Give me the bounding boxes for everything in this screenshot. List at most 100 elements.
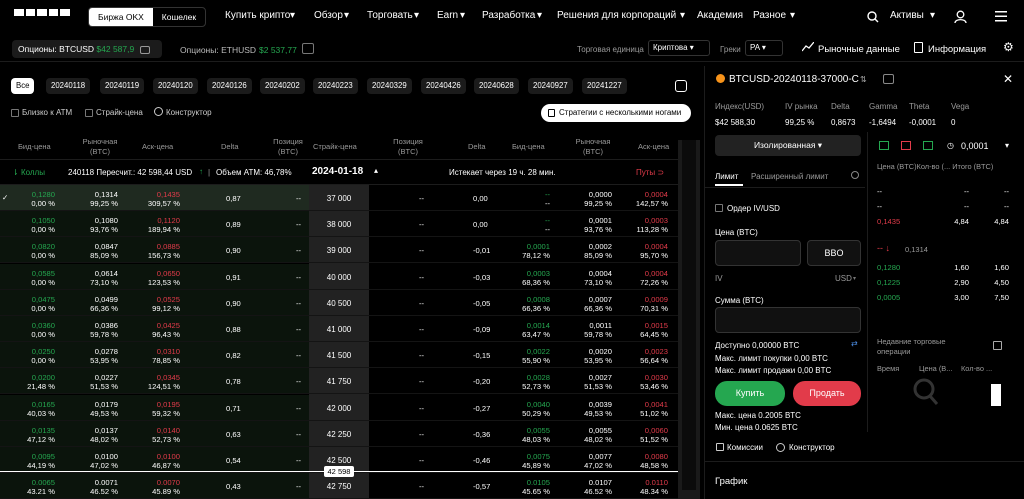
cell-pbp[interactable]: 66,36 % (522, 303, 550, 313)
unit-select[interactable]: Криптова ▾ (648, 40, 710, 56)
chart-tab[interactable]: График (715, 476, 748, 487)
cell-cb[interactable]: 0,0820 (31, 242, 55, 252)
cell-pbp[interactable]: 45,89 % (522, 461, 550, 470)
cell-pmp[interactable]: 99,25 % (584, 199, 612, 208)
nav-earn[interactable]: Earn (437, 10, 459, 21)
book-bids-icon[interactable] (923, 141, 933, 150)
cell-cmp[interactable]: 53,95 % (90, 356, 118, 366)
cell-pb[interactable]: -- (544, 190, 550, 199)
cell-pb[interactable]: 0,0040 (526, 399, 550, 409)
cell-cb[interactable]: 0,0360 (31, 321, 55, 330)
cell-pm[interactable]: 0,0020 (588, 347, 612, 357)
cell-pa[interactable]: 0,0023 (644, 347, 668, 357)
close-icon[interactable]: ✕ (1003, 72, 1014, 86)
cell-cmp[interactable]: 47,02 % (90, 461, 118, 470)
table-row[interactable]: 0,0200 21,48 % 0,0227 51,53 % 0,0345 124,51 %… (0, 368, 678, 395)
cell-pa[interactable]: 0,0015 (644, 321, 668, 330)
cell-pap[interactable]: 48,58 % (640, 461, 668, 470)
cell-cm[interactable]: 0,0179 (94, 399, 118, 409)
cell-pb[interactable]: 0,0003 (526, 268, 550, 278)
atm-checkbox[interactable] (11, 109, 19, 117)
cell-cap[interactable]: 96,43 % (152, 330, 180, 339)
cell-cmp[interactable]: 85,09 % (90, 251, 118, 261)
cell-pa[interactable]: 0,0004 (644, 268, 668, 278)
cell-pmp[interactable]: 93,76 % (584, 225, 612, 235)
cell-cap[interactable]: 309,57 % (147, 199, 180, 208)
chevron-down-icon[interactable]: ▾ (853, 276, 857, 282)
cell-pm[interactable]: 0,0002 (588, 242, 612, 252)
table-scrollbar[interactable] (678, 140, 700, 499)
cell-pb[interactable]: 0,0001 (526, 242, 550, 252)
book-both-icon[interactable] (879, 141, 889, 150)
cell-pap[interactable]: 95,70 % (640, 251, 668, 261)
date-chip[interactable]: 20240628 (474, 78, 519, 94)
date-chip[interactable]: 20240927 (528, 78, 573, 94)
cell-pmp[interactable]: 46.52 % (584, 487, 612, 497)
btcusd-options-pill[interactable]: Опционы: BTCUSD $42 587,9 (12, 40, 162, 58)
bbo-button[interactable]: BBO (807, 240, 861, 266)
cell-pa[interactable]: 0,0080 (644, 452, 668, 461)
help-icon[interactable] (851, 171, 859, 179)
cell-cb[interactable]: 0,1280 (31, 190, 55, 199)
date-chip[interactable]: 20240329 (367, 78, 412, 94)
tab-limit[interactable]: Лимит (715, 172, 739, 181)
chevron-up-icon[interactable]: ▴ (374, 166, 379, 175)
cell-cm[interactable]: 0.0071 (94, 478, 118, 488)
expiry-row[interactable] (0, 160, 678, 185)
cell-cap[interactable]: 52,73 % (152, 434, 180, 444)
cell-pap[interactable]: 64,45 % (640, 330, 668, 339)
cell-cb[interactable]: 0,0095 (31, 452, 55, 461)
user-icon[interactable] (954, 10, 967, 24)
cell-cm[interactable]: 0,0847 (94, 242, 118, 252)
cell-pa[interactable]: 0,0003 (644, 216, 668, 226)
cell-ca[interactable]: 0,1435 (156, 190, 180, 199)
favorite-icon[interactable] (302, 43, 314, 54)
cell-cm[interactable]: 0,0386 (94, 321, 118, 330)
cell-pa[interactable]: 0,0009 (644, 294, 668, 304)
cell-pmp[interactable]: 53,95 % (584, 356, 612, 366)
tab-advanced-limit[interactable]: Расширенный лимит (751, 172, 829, 181)
cell-cap[interactable]: 45.89 % (152, 487, 180, 497)
chevron-down-icon[interactable]: ▾ (1005, 141, 1010, 150)
cell-pa[interactable]: 0,0060 (644, 425, 668, 435)
cell-pm[interactable]: 0,0004 (588, 268, 612, 278)
cell-pap[interactable]: 48.34 % (640, 487, 668, 497)
cell-cmp[interactable]: 51,53 % (90, 382, 118, 392)
cell-pbp[interactable]: -- (544, 199, 550, 208)
cell-cap[interactable]: 156,73 % (147, 251, 180, 261)
nav-corporate[interactable]: Решения для корпораций (557, 10, 677, 21)
cell-cb[interactable]: 0.0065 (31, 478, 55, 488)
date-chip[interactable]: 20240126 (207, 78, 252, 94)
date-chip[interactable]: 20241227 (582, 78, 627, 94)
cell-pbp[interactable]: 50,29 % (522, 408, 550, 418)
cell-cbp[interactable]: 0,00 % (31, 356, 55, 366)
cell-pa[interactable]: 0,0004 (644, 190, 668, 199)
cell-cm[interactable]: 0,0278 (94, 347, 118, 357)
cell-cmp[interactable]: 66,36 % (90, 303, 118, 313)
date-chip[interactable]: 20240202 (260, 78, 305, 94)
cell-pbp[interactable]: 55,90 % (522, 356, 550, 366)
cell-cmp[interactable]: 99,25 % (90, 199, 118, 208)
cell-cm[interactable]: 0,0227 (94, 373, 118, 383)
cell-ca[interactable]: 0,0525 (156, 294, 180, 304)
cell-pm[interactable]: 0,0027 (588, 373, 612, 383)
table-row[interactable]: 0,1050 0,00 % 0,1080 93,76 % 0,1120 189,94 % -… (0, 211, 678, 238)
cell-cb[interactable]: 0,0475 (31, 294, 55, 304)
favorite-icon[interactable] (139, 45, 150, 54)
cell-cb[interactable]: 0,0250 (31, 347, 55, 357)
cell-cm[interactable]: 0,0614 (94, 268, 118, 278)
cell-cap[interactable]: 124,51 % (147, 382, 180, 392)
book-row[interactable]: 0,0005 3,00 7,50 (873, 291, 1013, 304)
cell-pap[interactable]: 51,52 % (640, 434, 668, 444)
cell-cmp[interactable]: 93,76 % (90, 225, 118, 235)
amount-input[interactable] (715, 307, 861, 333)
cell-pm[interactable]: 0,0055 (588, 425, 612, 435)
table-row[interactable]: 0,0165 40,03 % 0,0179 49,53 % 0,0195 59,32 % 0… (0, 394, 678, 421)
cell-cmp[interactable]: 48,02 % (90, 434, 118, 444)
cell-cbp[interactable]: 0,00 % (31, 225, 55, 235)
book-row[interactable]: 0,1225 2,90 4,50 (873, 276, 1013, 289)
cell-pap[interactable]: 113,28 % (636, 225, 668, 235)
cell-cbp[interactable]: 40,03 % (27, 408, 55, 418)
cell-pap[interactable]: 72,26 % (640, 277, 668, 287)
tab-wallet[interactable]: Кошелек (161, 12, 197, 22)
